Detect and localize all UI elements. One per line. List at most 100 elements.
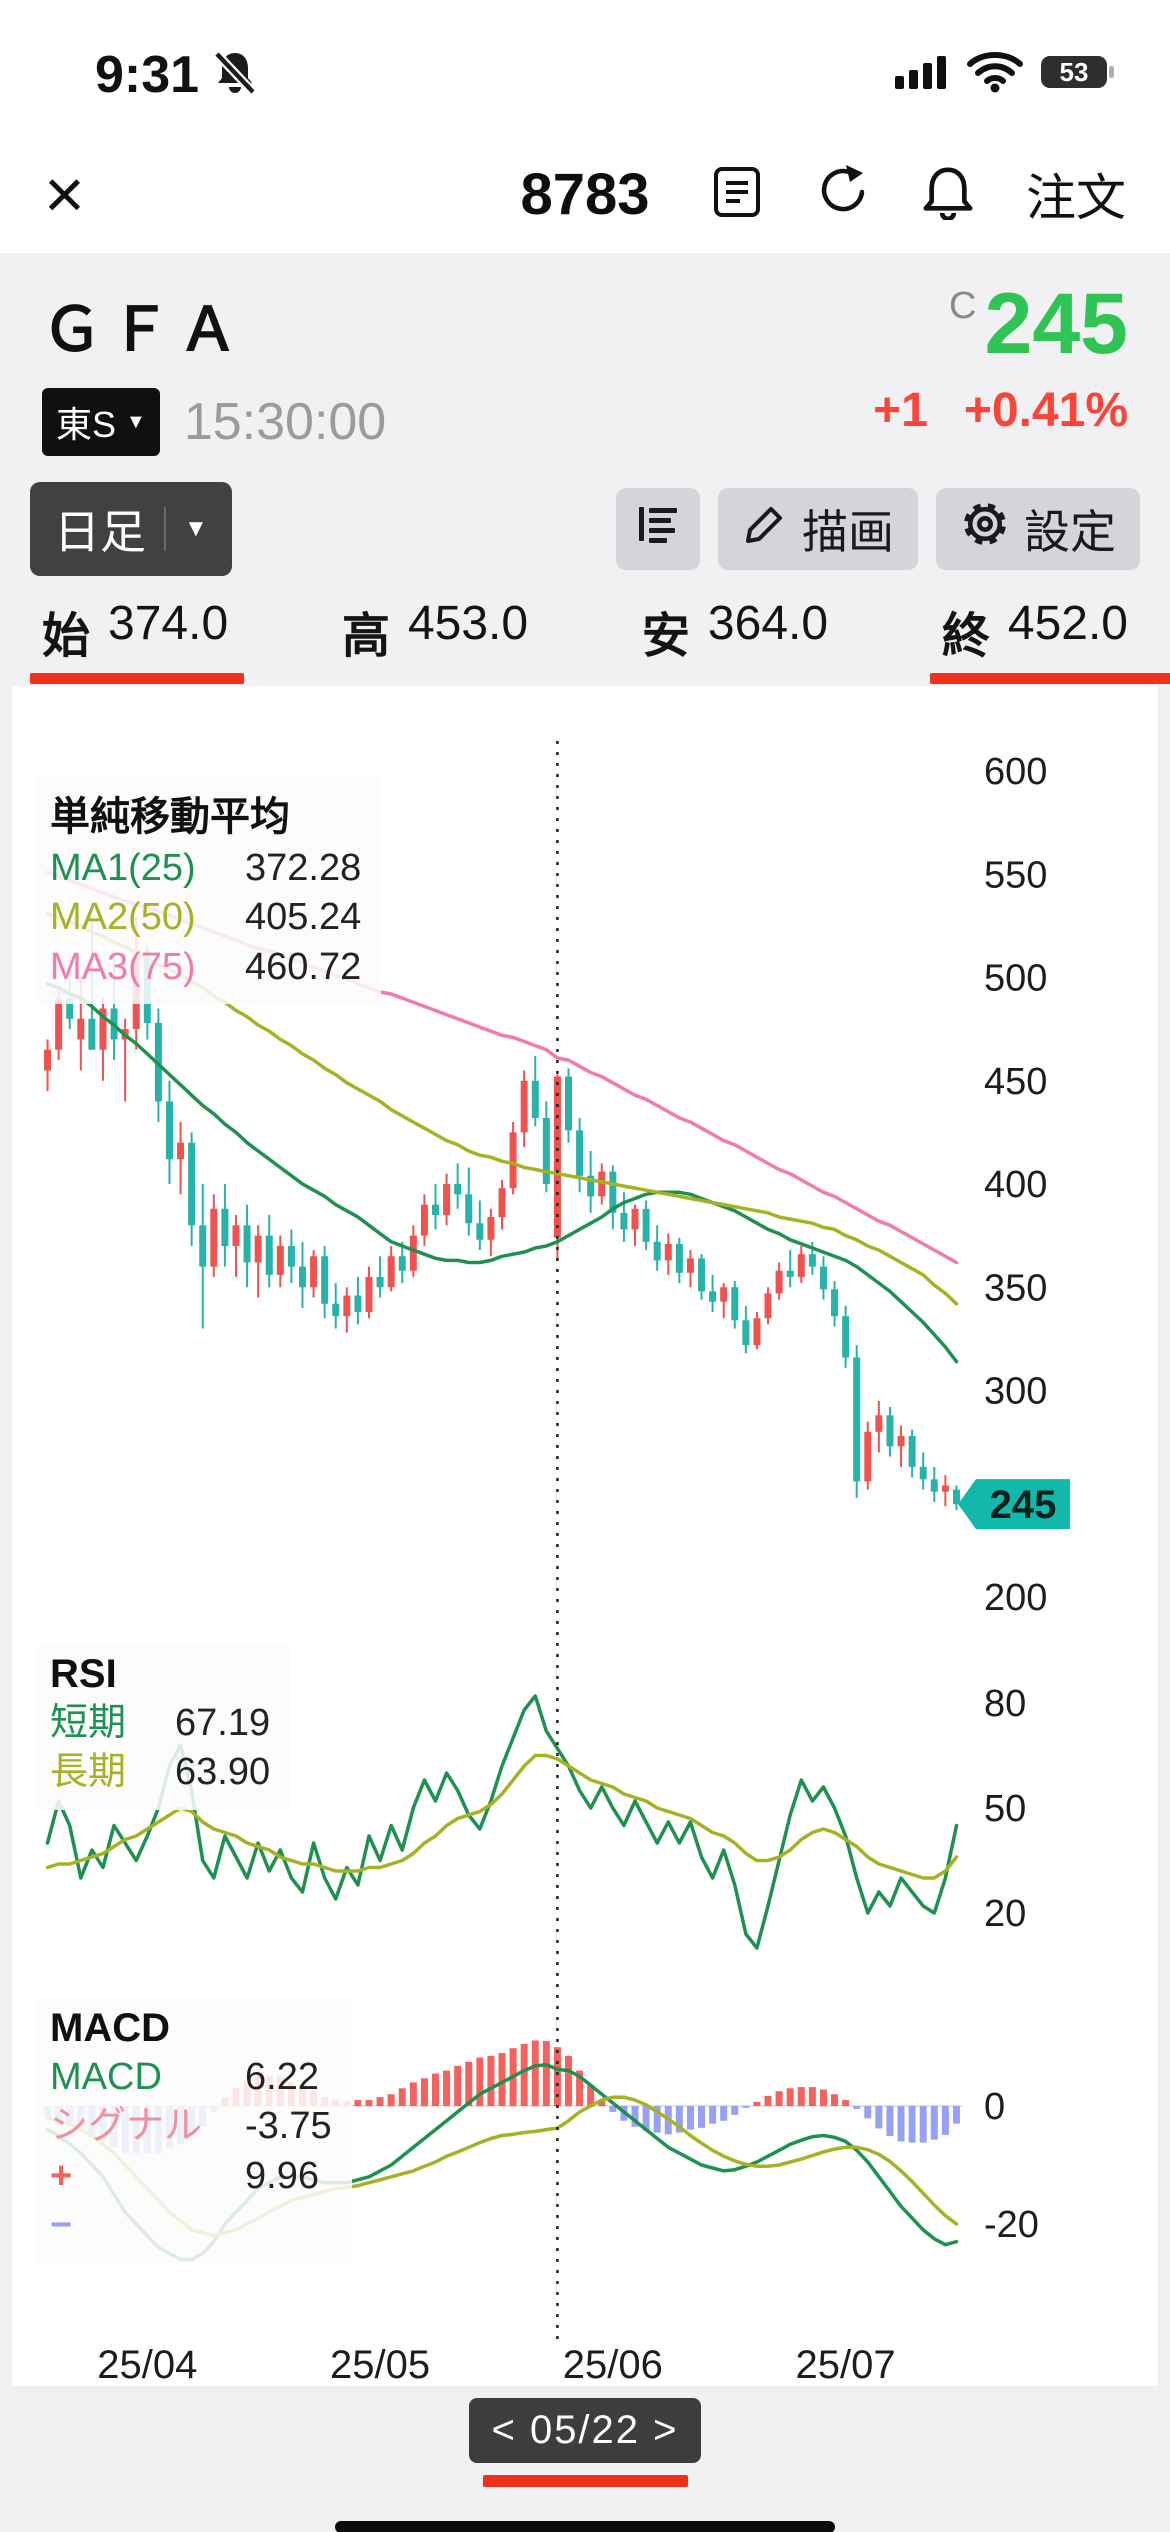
header: × 8783 [0, 135, 1170, 253]
market-badge[interactable]: 東S ▼ [42, 388, 160, 456]
rsi-legend-title: RSI [50, 1652, 117, 1696]
svg-text:300: 300 [984, 1371, 1047, 1413]
macd-hist-value: 9.96 [245, 2154, 319, 2197]
macd-hist-positive-label: + [50, 2154, 73, 2197]
high-label: 高 [341, 610, 390, 663]
svg-text:25/05: 25/05 [330, 2343, 430, 2386]
price-marker: C [949, 285, 977, 327]
svg-text:400: 400 [984, 1164, 1047, 1206]
caret-down-icon: ▼ [126, 410, 146, 433]
macd-line-value: 6.22 [245, 2056, 319, 2098]
chart-toolbar: 日足 ▼ [0, 476, 1170, 592]
wifi-icon [967, 51, 1023, 98]
ma1-value: 372.28 [245, 847, 362, 889]
open-value: 374.0 [108, 597, 229, 650]
refresh-icon[interactable] [816, 164, 870, 224]
status-bar: 9:31 [0, 0, 1170, 135]
cellular-signal-icon [895, 54, 949, 95]
memo-icon[interactable] [710, 164, 764, 225]
svg-text:80: 80 [984, 1683, 1026, 1725]
svg-text:450: 450 [984, 1061, 1047, 1103]
settings-label: 設定 [1024, 506, 1116, 558]
stock-left: ＧＦＡ 東S ▼ 15:30:00 [42, 281, 386, 456]
macd-legend: MACD MACD 6.22 シグナル -3.75 +9.96 − [36, 1998, 352, 2263]
stock-right: C 245 +1 +0.41% [873, 281, 1128, 456]
ma1-label: MA1(25) [50, 847, 196, 889]
macd-signal-label: シグナル [50, 2105, 203, 2148]
settings-button[interactable]: 設定 [936, 488, 1140, 570]
draw-label: 描画 [802, 506, 894, 558]
rsi-long-value: 63.90 [175, 1751, 271, 1794]
rsi-legend: RSI 短期 67.19 長期 63.90 [36, 1644, 291, 1810]
close-value: 452.0 [1007, 597, 1128, 650]
svg-text:25/06: 25/06 [563, 2343, 663, 2386]
market-badge-label: 東S [56, 404, 117, 445]
toolbar-right: 描画 設定 [616, 488, 1140, 570]
notification-off-icon [213, 49, 257, 100]
macd-hist-negative-label: − [50, 2204, 73, 2247]
rsi-short-label: 短期 [50, 1702, 127, 1744]
price-change: +1 [873, 384, 928, 437]
timeframe-label: 日足 [54, 506, 146, 558]
gear-icon [960, 499, 1010, 560]
chart-card: 6005505004504003503002502008050200-2025/… [12, 686, 1158, 2386]
indicator-icon [635, 501, 681, 558]
svg-text:25/04: 25/04 [97, 2343, 197, 2386]
date-underline-annotation [482, 2475, 688, 2487]
svg-text:245: 245 [990, 1483, 1057, 1527]
ticker-code: 8783 [520, 161, 650, 227]
macd-legend-title: MACD [50, 2006, 170, 2050]
timeframe-dropdown[interactable]: 日足 ▼ [30, 482, 232, 576]
price-chart[interactable]: 6005505004504003503002502008050200-2025/… [12, 686, 1158, 2386]
svg-text:550: 550 [984, 854, 1047, 896]
svg-text:500: 500 [984, 958, 1047, 1000]
rsi-short-value: 67.19 [175, 1702, 271, 1744]
svg-text:350: 350 [984, 1267, 1047, 1309]
status-right: 53 [895, 51, 1115, 98]
stock-subrow: 東S ▼ 15:30:00 [42, 388, 386, 456]
low-label: 安 [641, 610, 690, 663]
svg-text:0: 0 [984, 2086, 1005, 2128]
ma3-label: MA3(75) [50, 945, 196, 988]
home-indicator[interactable] [335, 2521, 835, 2532]
indicator-button[interactable] [616, 488, 700, 570]
ma2-label: MA2(50) [50, 896, 196, 939]
stock-name: ＧＦＡ [42, 296, 246, 363]
ma-legend-title: 単純移動平均 [50, 795, 290, 839]
svg-text:25/07: 25/07 [796, 2343, 896, 2386]
pencil-icon [742, 501, 788, 558]
header-actions: 注文 [710, 158, 1126, 230]
caret-down-icon: ▼ [184, 515, 208, 542]
battery-percent: 53 [1060, 57, 1089, 87]
ma2-value: 405.24 [245, 896, 362, 939]
ohlc-high: 高 453.0 [342, 596, 528, 666]
current-price: 245 [984, 276, 1129, 372]
date-nav: < 05/22 > [0, 2398, 1170, 2487]
svg-text:50: 50 [984, 1788, 1026, 1830]
svg-text:-20: -20 [984, 2204, 1039, 2246]
rsi-long-label: 長期 [50, 1751, 127, 1794]
open-label: 始 [42, 610, 91, 663]
close-label: 終 [941, 610, 990, 663]
status-left: 9:31 [95, 45, 257, 105]
ma-legend: 単純移動平均 MA1(25) 372.28 MA2(50) 405.24 MA3(7… [36, 776, 382, 1005]
bell-icon[interactable] [922, 164, 974, 225]
close-icon[interactable]: × [44, 155, 85, 233]
price-change-percent: +0.41% [963, 384, 1128, 437]
low-value: 364.0 [707, 597, 829, 650]
ohlc-close: 終 452.0 [929, 596, 1170, 684]
ohlc-low: 安 364.0 [642, 596, 828, 666]
ma3-value: 460.72 [245, 945, 362, 988]
macd-line-label: MACD [50, 2056, 162, 2098]
draw-button[interactable]: 描画 [718, 488, 918, 570]
order-button[interactable]: 注文 [1026, 170, 1126, 226]
clock: 9:31 [95, 45, 200, 104]
macd-signal-value: -3.75 [245, 2105, 332, 2148]
ohlc-row: 始 374.0 高 453.0 安 364.0 終 452.0 [0, 592, 1170, 686]
battery-icon: 53 [1041, 54, 1115, 95]
svg-text:600: 600 [984, 751, 1047, 793]
date-selector[interactable]: < 05/22 > [469, 2398, 701, 2463]
divider [164, 507, 166, 551]
high-value: 453.0 [407, 597, 529, 650]
